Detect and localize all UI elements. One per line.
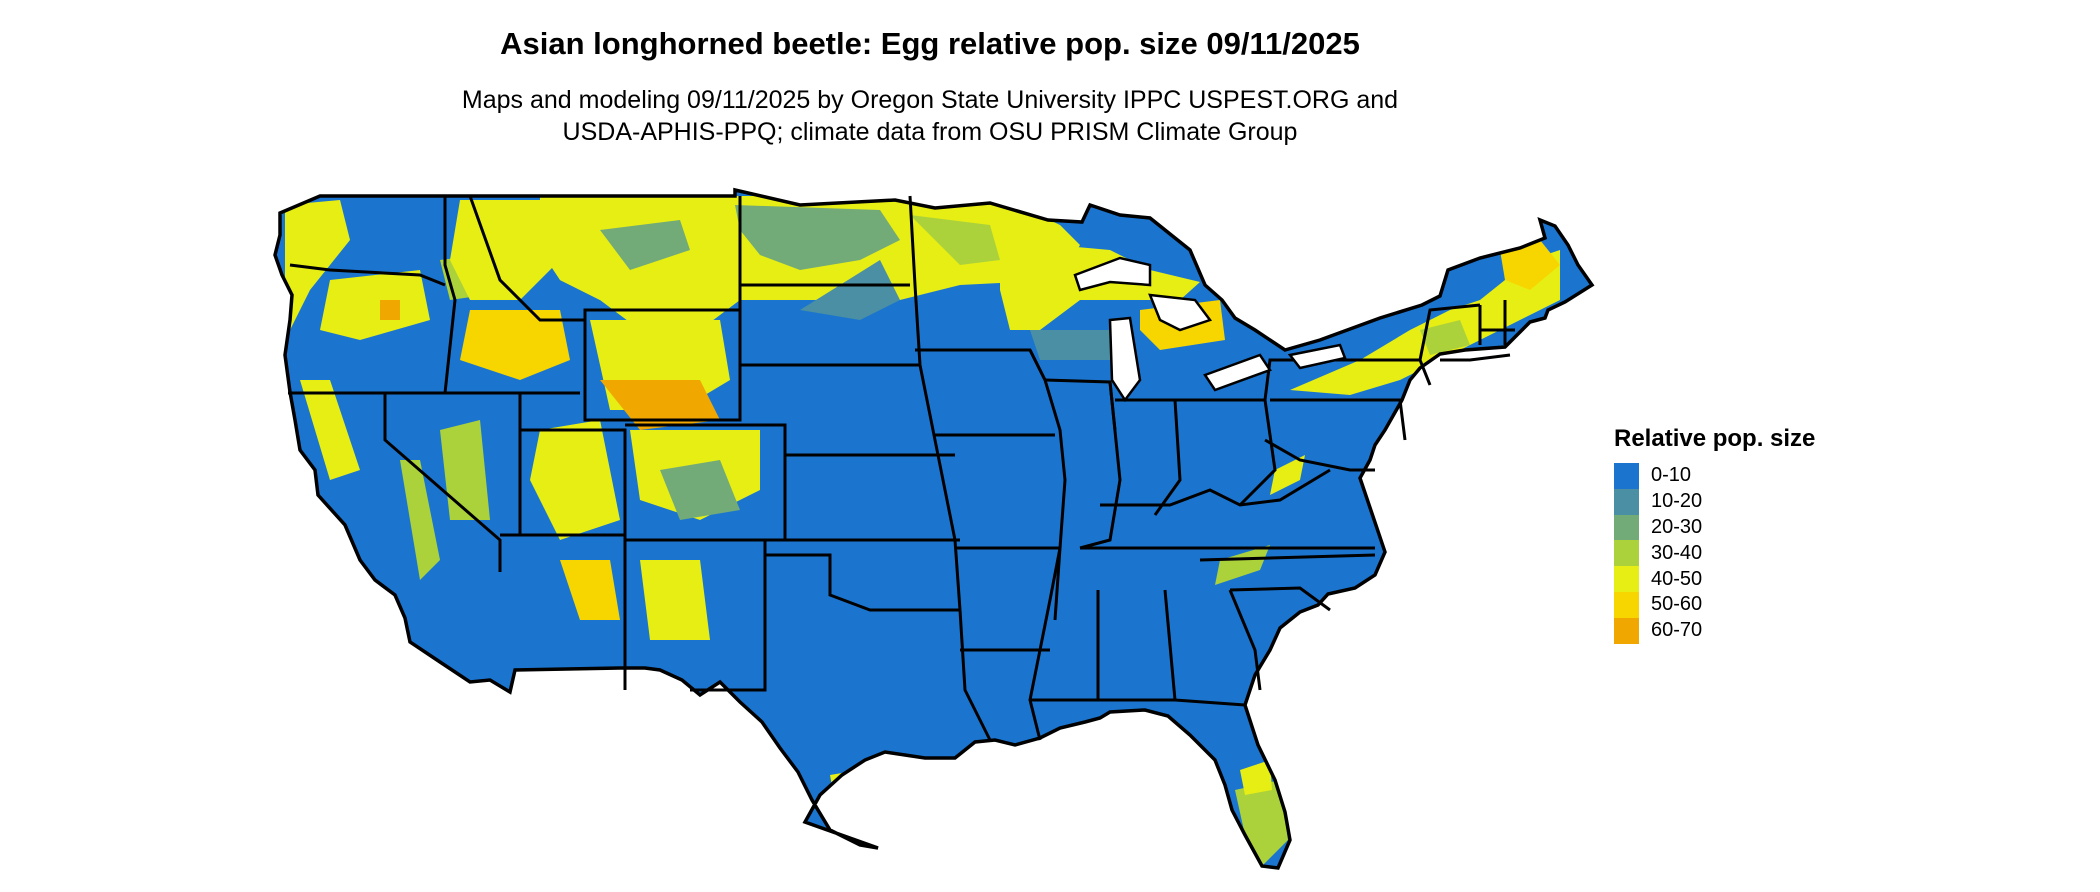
legend-items: 0-10 10-20 20-30 30-40 40-50 50-60 60-70 — [1614, 463, 1815, 644]
subtitle-line-2: USDA-APHIS-PPQ; climate data from OSU PR… — [562, 118, 1298, 146]
legend-label: 60-70 — [1651, 619, 1703, 642]
map-title: Asian longhorned beetle: Egg relative po… — [500, 26, 1360, 61]
legend-item: 20-30 — [1614, 514, 1815, 541]
legend-label: 20-30 — [1651, 515, 1703, 538]
map-subtitle: Maps and modeling 09/11/2025 by Oregon S… — [0, 84, 1860, 148]
legend-item: 30-40 — [1614, 540, 1815, 567]
legend-title: Relative pop. size — [1614, 425, 1816, 452]
legend-label: 30-40 — [1651, 541, 1703, 564]
legend-item: 50-60 — [1614, 591, 1815, 618]
legend-swatch — [1614, 617, 1639, 644]
great-lakes — [1073, 256, 1347, 403]
legend-swatch — [1614, 566, 1639, 592]
legend-label: 50-60 — [1651, 593, 1703, 616]
suitability-zones — [285, 196, 1560, 866]
legend: Relative pop. size 0-10 10-20 20-30 30-40 40… — [1614, 425, 1815, 644]
legend-item: 60-70 — [1614, 617, 1815, 644]
legend-swatch — [1614, 514, 1639, 541]
legend-swatch — [1614, 463, 1639, 489]
legend-label: 10-20 — [1651, 490, 1703, 513]
legend-item: 10-20 — [1614, 488, 1815, 515]
legend-swatch — [1614, 540, 1639, 567]
state-boundaries — [288, 195, 1515, 741]
legend-item: 0-10 — [1614, 463, 1815, 489]
legend-swatch — [1614, 591, 1639, 618]
subtitle-line-1: Maps and modeling 09/11/2025 by Oregon S… — [461, 86, 1399, 114]
legend-item: 40-50 — [1614, 566, 1815, 592]
legend-label: 40-50 — [1651, 567, 1703, 590]
legend-swatch — [1614, 488, 1639, 515]
legend-label: 0-10 — [1651, 464, 1692, 487]
